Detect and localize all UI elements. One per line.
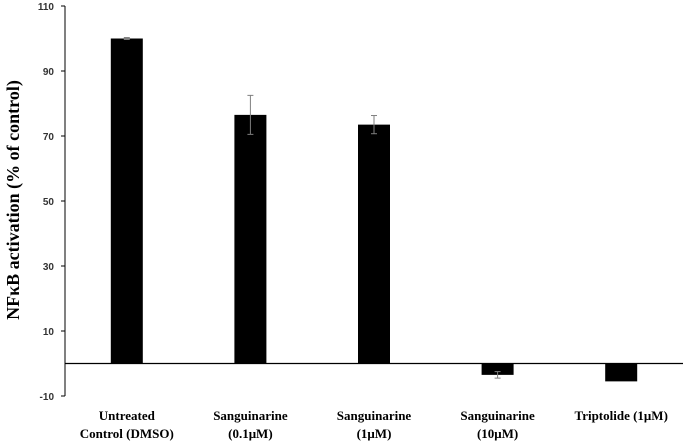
y-tick-label: 10 [43, 327, 55, 338]
y-tick-label: 90 [43, 67, 55, 78]
bar [234, 114, 267, 364]
bar [481, 363, 514, 375]
category-label: Untreated [99, 408, 156, 423]
y-tick-label: 110 [38, 2, 55, 13]
y-tick-label: 70 [43, 132, 55, 143]
error-bars [123, 37, 501, 379]
bar [110, 38, 143, 364]
y-axis: -10 10 30 50 70 90 110 [38, 2, 66, 403]
category-label: Sanguinarine [213, 408, 288, 423]
y-tick-label: 50 [43, 197, 55, 208]
category-labels: Untreated Control (DMSO) Sanguinarine (0.1μ… [80, 408, 668, 441]
category-label: Sanguinarine [337, 408, 412, 423]
bar-series [110, 38, 638, 382]
y-tick-label: -10 [40, 392, 55, 403]
category-label: (1μM) [357, 426, 392, 441]
category-label: Control (DMSO) [80, 426, 174, 441]
category-label: (10μM) [477, 426, 518, 441]
bar [605, 363, 638, 382]
category-label: Sanguinarine [460, 408, 535, 423]
y-tick-label: 30 [43, 262, 55, 273]
y-axis-title: NFκB activation (% of control) [3, 80, 24, 320]
category-label: (0.1μM) [228, 426, 273, 441]
category-label: Triptolide (1μM) [574, 408, 667, 423]
bar [358, 124, 390, 364]
